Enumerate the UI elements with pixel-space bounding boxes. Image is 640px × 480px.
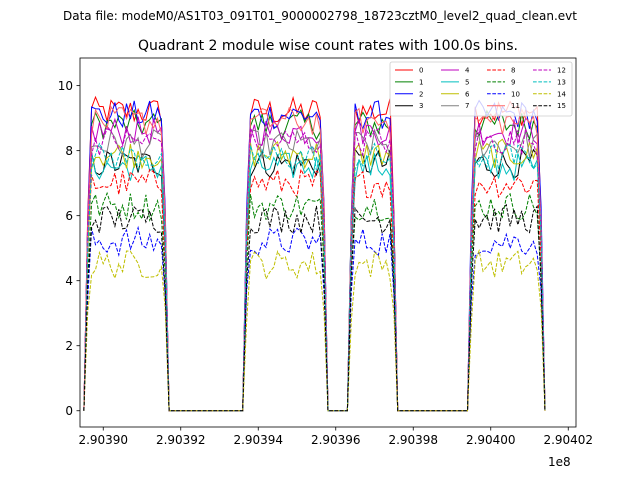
x-tick-label: 2.90394 <box>233 433 283 447</box>
y-tick-label: 0 <box>65 404 73 418</box>
x-tick-label: 2.90396 <box>311 433 361 447</box>
legend-label-8: 8 <box>511 67 515 75</box>
legend-label-0: 0 <box>419 67 423 75</box>
y-axis: 0 2 4 6 8 10 <box>58 79 80 418</box>
legend-label-4: 4 <box>465 67 470 75</box>
legend-label-14: 14 <box>557 90 566 98</box>
y-tick-label: 2 <box>65 339 73 353</box>
plot-area <box>79 57 577 428</box>
legend-label-12: 12 <box>557 67 566 75</box>
chart-title: Quadrant 2 module wise count rates with … <box>138 38 518 54</box>
legend-label-2: 2 <box>419 90 423 98</box>
legend-box <box>389 61 573 117</box>
legend-label-6: 6 <box>465 90 470 98</box>
y-tick-label: 4 <box>65 274 73 288</box>
x-tick-label: 2.90398 <box>388 433 438 447</box>
y-tick-label: 6 <box>65 209 73 223</box>
y-tick-label: 10 <box>58 79 73 93</box>
legend-label-10: 10 <box>511 90 520 98</box>
x-tick-label: 2.90390 <box>78 433 128 447</box>
legend-label-3: 3 <box>419 102 423 110</box>
x-tick-label: 2.90400 <box>466 433 516 447</box>
x-offset-text: 1e8 <box>548 455 571 469</box>
legend-label-5: 5 <box>465 78 469 86</box>
x-axis: 2.90390 2.90392 2.90394 2.90396 2.90398 2.904… <box>78 427 593 447</box>
legend-label-1: 1 <box>419 78 423 86</box>
series-line-15 <box>83 203 546 412</box>
legend-label-15: 15 <box>557 102 566 110</box>
y-tick-label: 8 <box>65 144 73 158</box>
legend-label-11: 11 <box>511 102 520 110</box>
legend-label-7: 7 <box>465 102 469 110</box>
series-line-9 <box>83 191 546 412</box>
x-tick-label: 2.90402 <box>543 433 593 447</box>
suptitle: Data file: modeM0/AS1T03_091T01_90000027… <box>63 9 577 23</box>
axes-frame <box>79 57 577 428</box>
x-tick-label: 2.90392 <box>156 433 206 447</box>
legend-label-9: 9 <box>511 78 515 86</box>
legend-label-13: 13 <box>557 78 566 86</box>
